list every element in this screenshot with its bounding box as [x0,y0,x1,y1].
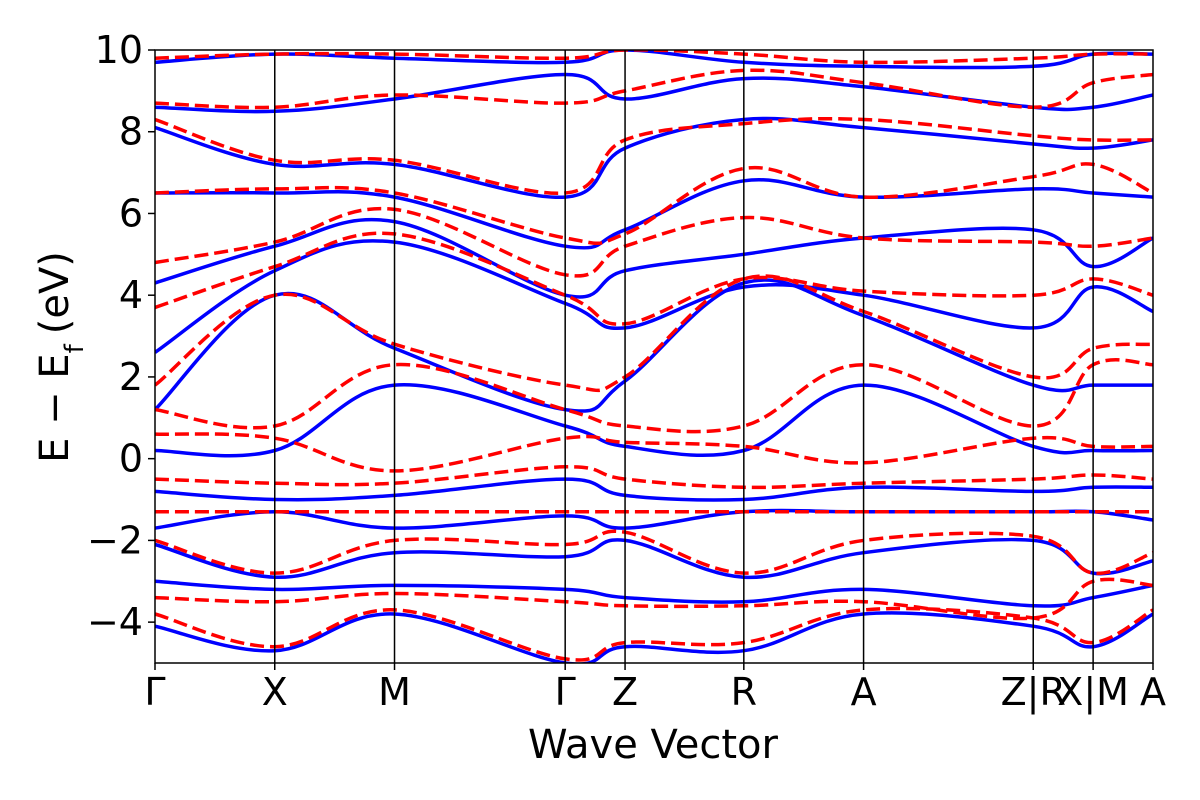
x-tick-label-7: Z|R [1001,670,1066,715]
solid-band-8 [155,477,1153,502]
dashed-band-9 [155,465,1153,490]
dashed-band-22 [155,116,1153,196]
solid-band-13 [155,278,1153,413]
y-axis-title: E − Ef (eV) [32,251,90,463]
y-tick-label-4: 4 [119,273,143,317]
kpoint-lines [274,50,1094,663]
dashed-band-18 [155,206,1153,278]
dashed-band-24 [155,68,1153,110]
solid-band-0 [155,611,1153,663]
y-ticks: −4 −2 0 2 4 6 8 10 [87,28,155,644]
y-axis-title-main: E − E [32,353,78,463]
x-axis-title: Wave Vector [528,722,779,768]
y-axis-title-unit: (eV) [32,251,78,334]
x-ticks: Γ X M Γ Z R A Z|RX|M A [144,663,1166,715]
plot-frame [154,49,1154,664]
y-axis-title-subscript: f [60,343,90,353]
dashed-band-16 [155,231,1153,326]
x-tick-label-3: Γ [555,670,576,714]
dashed-band-5 [155,529,1153,576]
solid-band-21 [155,116,1153,200]
y-tick-label-7: 10 [95,28,143,72]
solid-band-15 [155,239,1153,354]
y-tick-label-3: 2 [119,355,143,399]
x-tick-label-4: Z [612,670,638,714]
dashed-band-3 [155,577,1153,621]
dashed-band-14 [155,274,1153,393]
x-tick-label-0: Γ [144,670,165,714]
x-tick-label-8: X|M [1057,670,1129,715]
x-tick-label-1: X [262,670,288,714]
x-tick-label-2: M [378,670,411,714]
solid-band-4 [155,537,1153,580]
dashed-band-12 [155,358,1153,434]
y-tick-label-5: 6 [119,191,143,235]
dashed-band-20 [155,162,1153,246]
dashed-band-11 [155,432,1153,473]
solid-band-2 [155,579,1153,608]
y-tick-label-0: −4 [87,600,143,644]
x-tick-label-5: R [731,670,757,714]
y-tick-label-2: 0 [119,437,143,481]
solid-band-17 [155,217,1153,299]
dashed-band-1 [155,606,1153,662]
dashed-band-26 [155,50,1153,65]
solid-band-25 [155,50,1153,70]
x-tick-label-6: A [851,670,877,714]
y-tick-label-6: 8 [119,110,143,154]
y-tick-label-1: −2 [87,518,143,562]
x-tick-label-9: A [1140,670,1166,714]
bands-layer [155,50,1153,663]
